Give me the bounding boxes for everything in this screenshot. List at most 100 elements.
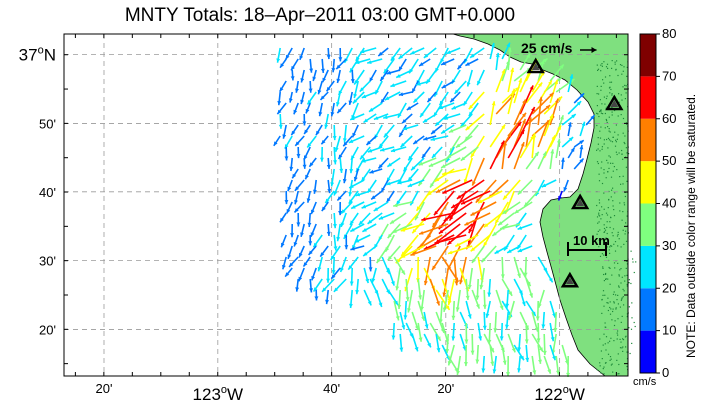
current-vector [318, 102, 323, 117]
current-vector [443, 113, 461, 120]
current-vector [475, 344, 480, 364]
current-vector [349, 289, 353, 309]
current-vector [460, 146, 479, 162]
current-vector [505, 311, 509, 329]
current-vector [495, 132, 512, 159]
current-vector [383, 113, 401, 120]
current-vector [507, 129, 525, 159]
current-vector [317, 256, 323, 272]
current-vector [295, 278, 300, 292]
current-vector [517, 179, 533, 196]
current-vector [407, 146, 419, 161]
lat-label: 30' [39, 254, 56, 269]
current-vector [342, 168, 347, 184]
current-vector [495, 52, 500, 71]
colorbar-segment [640, 161, 656, 204]
current-vector [366, 58, 383, 64]
current-vector [398, 124, 407, 138]
current-vector [302, 113, 307, 126]
current-vector [431, 146, 443, 159]
current-vector [420, 289, 425, 311]
distance-scale-label: 10 km [573, 233, 610, 248]
current-vector [324, 113, 329, 129]
current-vector [337, 146, 347, 160]
current-vector [470, 201, 497, 217]
current-vector [499, 223, 521, 230]
current-vector [438, 212, 467, 235]
current-vector [338, 201, 343, 216]
current-vector [400, 223, 425, 232]
colorbar-tick-label: 40 [662, 196, 676, 211]
current-vector [334, 135, 341, 153]
current-vector [336, 102, 347, 114]
current-vector [379, 146, 395, 152]
current-vector [348, 91, 353, 106]
current-vector [440, 58, 455, 66]
current-vector [293, 234, 299, 247]
current-vector [311, 267, 317, 281]
radar-stations [526, 57, 624, 288]
current-vector [537, 151, 547, 170]
current-vector [402, 124, 419, 131]
radar-station-marker [605, 94, 624, 111]
current-vector [519, 289, 526, 307]
current-vector [573, 139, 585, 148]
current-vector [368, 256, 373, 272]
current-vector [378, 212, 395, 220]
current-vector [481, 245, 497, 263]
current-vector [361, 157, 377, 163]
current-vector [349, 223, 365, 233]
colorbar-tick-label: 70 [662, 68, 676, 83]
current-vector [433, 190, 455, 216]
current-vector [303, 146, 311, 161]
current-vector [567, 122, 572, 137]
current-vector [305, 102, 311, 114]
current-vector [293, 201, 305, 213]
current-vector [443, 201, 473, 222]
colorbar-segment [640, 203, 656, 246]
current-vector [336, 91, 341, 107]
current-vector [495, 289, 504, 311]
current-vector [442, 267, 449, 297]
current-vector [519, 85, 534, 115]
current-vector [507, 47, 512, 71]
current-vector [519, 267, 532, 287]
current-vector [519, 311, 530, 331]
current-vector [326, 47, 331, 60]
current-vector [350, 201, 365, 210]
current-vector [282, 124, 287, 139]
current-vector [326, 223, 331, 236]
colorbar-tick-label: 80 [662, 26, 676, 41]
current-vector [387, 245, 401, 261]
current-vector [280, 234, 287, 248]
current-vector [308, 234, 313, 246]
current-vector [506, 355, 510, 377]
current-vector [507, 88, 516, 115]
current-vector [312, 69, 317, 82]
current-vector [579, 144, 584, 159]
current-vector [567, 100, 582, 115]
current-vector [399, 333, 404, 352]
current-vector [524, 322, 529, 344]
saturation-note-text: NOTE: Data outside color range will be s… [684, 93, 698, 358]
current-vector [398, 58, 407, 72]
current-vector [369, 168, 383, 174]
current-vector [288, 91, 293, 103]
current-vector [400, 135, 413, 148]
current-vector [465, 300, 472, 319]
current-vector [326, 157, 331, 169]
colorbar-segment [640, 330, 656, 373]
current-vector [339, 256, 347, 273]
lat-label: 20' [39, 322, 56, 337]
current-vector [501, 278, 513, 297]
current-vector [363, 289, 372, 306]
current-vector [349, 113, 365, 121]
current-vector [284, 267, 293, 278]
current-vector [447, 344, 455, 366]
current-vector [386, 190, 395, 203]
current-vector [435, 179, 461, 194]
current-vector [411, 80, 419, 94]
current-vector [277, 91, 282, 106]
current-vector [410, 47, 425, 55]
current-vector [519, 53, 531, 71]
